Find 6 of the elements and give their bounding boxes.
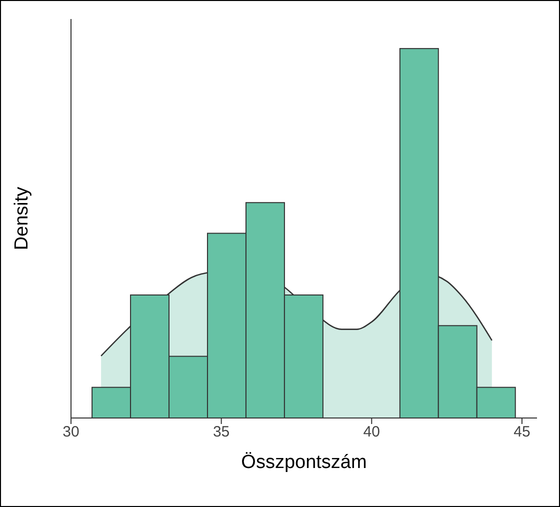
y-axis-title: Density <box>12 186 33 250</box>
x-tick-label: 35 <box>212 424 230 441</box>
x-axis-title: Összpontszám <box>241 452 367 473</box>
x-tick-label: 40 <box>363 424 380 441</box>
x-tick-label: 30 <box>62 424 80 441</box>
x-tick-label: 45 <box>514 424 530 441</box>
